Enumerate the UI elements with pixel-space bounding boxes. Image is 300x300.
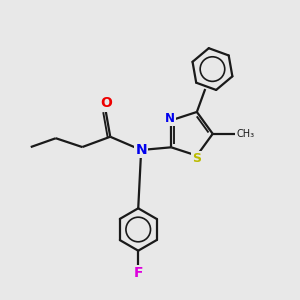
Text: S: S xyxy=(192,152,201,164)
Text: O: O xyxy=(100,97,112,110)
Text: CH₃: CH₃ xyxy=(236,129,254,139)
Text: N: N xyxy=(165,112,175,125)
Text: N: N xyxy=(135,143,147,157)
Text: F: F xyxy=(134,266,143,280)
